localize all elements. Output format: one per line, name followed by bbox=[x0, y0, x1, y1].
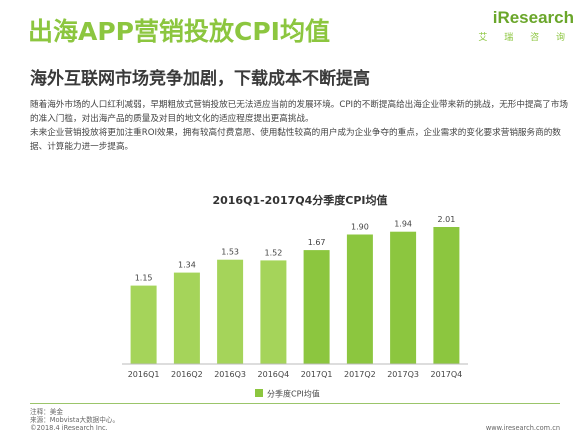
footer-divider bbox=[30, 403, 560, 404]
x-tick-2017Q4: 2017Q4 bbox=[431, 370, 463, 379]
chart-legend: 分季度CPI均值 bbox=[255, 389, 320, 399]
bar-2017Q3 bbox=[390, 231, 417, 364]
x-tick-2017Q2: 2017Q2 bbox=[344, 370, 376, 379]
value-label-2016Q2: 1.34 bbox=[178, 261, 196, 270]
bar-2016Q2 bbox=[173, 272, 200, 364]
x-tick-2017Q1: 2017Q1 bbox=[301, 370, 333, 379]
footer-url: www.iresearch.com.cn bbox=[485, 424, 560, 432]
value-label-2017Q2: 1.90 bbox=[351, 223, 369, 232]
x-tick-2016Q1: 2016Q1 bbox=[128, 370, 160, 379]
legend-label: 分季度CPI均值 bbox=[267, 389, 320, 399]
note-unit: 注释：美金 bbox=[30, 408, 63, 416]
copyright-text: ©2018.4 iResearch Inc. bbox=[30, 424, 108, 432]
iresearch-logo: iResearch 艾 瑞 咨 询 bbox=[464, 8, 574, 50]
value-label-2016Q3: 1.53 bbox=[221, 248, 239, 257]
value-label-2017Q3: 1.94 bbox=[394, 220, 412, 229]
bar-2016Q4 bbox=[260, 260, 287, 364]
value-label-2017Q1: 1.67 bbox=[308, 238, 326, 247]
x-tick-2016Q4: 2016Q4 bbox=[258, 370, 290, 379]
legend-swatch bbox=[255, 389, 263, 397]
logo-subtext: 艾 瑞 咨 询 bbox=[478, 33, 572, 43]
note-source: 来源：Mobvista大数据中心。 bbox=[30, 416, 120, 424]
value-label-2017Q4: 2.01 bbox=[437, 215, 455, 224]
value-label-2016Q1: 1.15 bbox=[135, 274, 153, 283]
value-label-2016Q4: 1.52 bbox=[264, 248, 282, 257]
bar-2016Q1 bbox=[130, 285, 157, 364]
x-tick-2016Q2: 2016Q2 bbox=[171, 370, 203, 379]
description-text: 随着海外市场的人口红利减弱，早期粗放式营销投放已无法适应当前的发展环境。CPI的… bbox=[30, 98, 570, 154]
bar-2017Q2 bbox=[346, 234, 373, 364]
description-paragraph-1: 随着海外市场的人口红利减弱，早期粗放式营销投放已无法适应当前的发展环境。CPI的… bbox=[30, 100, 568, 124]
bar-2016Q3 bbox=[217, 259, 244, 364]
x-tick-2017Q3: 2017Q3 bbox=[387, 370, 419, 379]
logo-wordmark: iResearch bbox=[492, 8, 574, 27]
x-tick-labels: 2016Q1 2016Q2 2016Q3 2016Q4 2017Q1 2017Q2 2017… bbox=[128, 370, 463, 379]
cpi-bar-chart: 2016Q1-2017Q4分季度CPI均值 1.151.341.53 1.521.… bbox=[122, 193, 468, 399]
x-tick-2016Q3: 2016Q3 bbox=[214, 370, 246, 379]
bar-group: 1.15 1.34 1.53 1.52 1.67 1.90 1.94 2.01 bbox=[130, 215, 460, 364]
bar-2017Q1 bbox=[303, 250, 330, 364]
page-subtitle: 海外互联网市场竞争加剧，下载成本不断提高 bbox=[30, 69, 370, 89]
chart-title: 2016Q1-2017Q4分季度CPI均值 bbox=[212, 193, 387, 207]
footer-notes: 注释：美金 来源：Mobvista大数据中心。 ©2018.4 iResearc… bbox=[30, 408, 119, 432]
bar-2017Q4 bbox=[433, 227, 460, 364]
description-paragraph-2: 未来企业营销投放将更加注重ROI效果，拥有较高付费意愿、使用黏性较高的用户成为企… bbox=[30, 128, 561, 152]
page-title: 出海APP营销投放CPI均值 bbox=[28, 17, 330, 46]
